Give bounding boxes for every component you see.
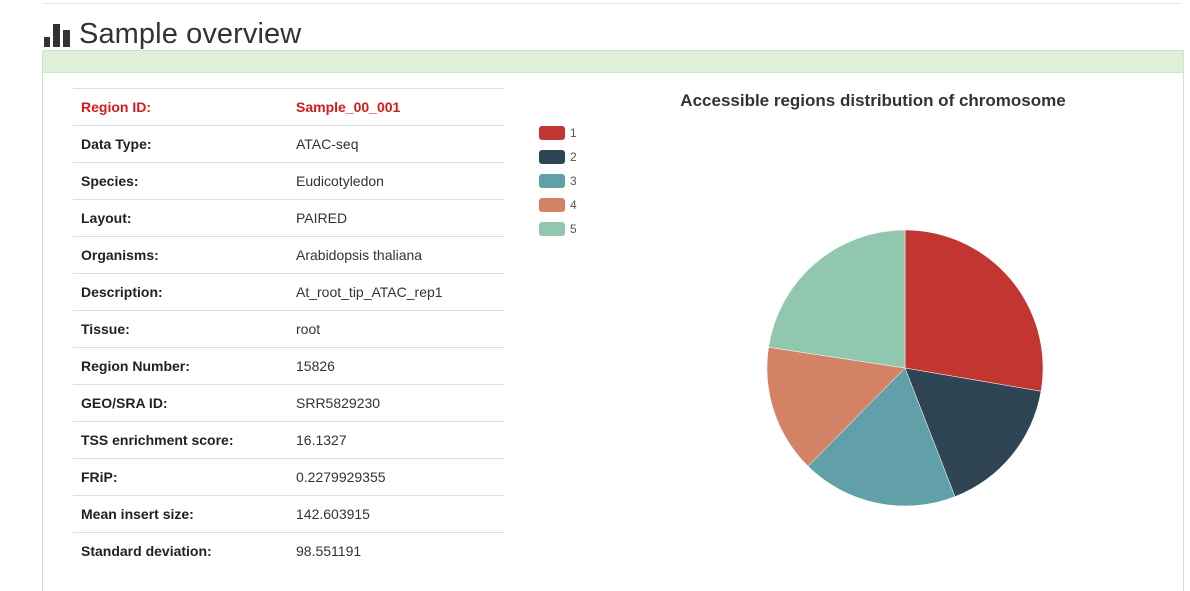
info-label: Standard deviation:	[73, 532, 296, 569]
info-value: ATAC-seq	[296, 125, 504, 163]
info-label: Species:	[73, 162, 296, 200]
info-row: Tissue: root	[73, 310, 504, 348]
page-title: Sample overview	[79, 17, 302, 50]
info-value: At_root_tip_ATAC_rep1	[296, 273, 504, 311]
info-label: Organisms:	[73, 236, 296, 274]
legend-swatch	[539, 174, 565, 188]
info-label: FRiP:	[73, 458, 296, 496]
pie-slice-2[interactable]	[904, 367, 1042, 497]
pie-slice-1[interactable]	[904, 229, 1044, 392]
panel-heading	[43, 51, 1183, 73]
info-label: Description:	[73, 273, 296, 311]
info-value: 16.1327	[296, 421, 504, 459]
info-label: Data Type:	[73, 125, 296, 163]
info-label: TSS enrichment score:	[73, 421, 296, 459]
info-label: GEO/SRA ID:	[73, 384, 296, 422]
legend-label: 1	[570, 126, 577, 140]
legend-swatch	[539, 198, 565, 212]
legend-item[interactable]: 1	[539, 121, 577, 145]
legend-label: 2	[570, 150, 577, 164]
info-row: Description: At_root_tip_ATAC_rep1	[73, 273, 504, 311]
legend-label: 4	[570, 198, 577, 212]
legend-item[interactable]: 5	[539, 217, 577, 241]
info-value: root	[296, 310, 504, 348]
legend-label: 5	[570, 222, 577, 236]
legend-label: 3	[570, 174, 577, 188]
info-label: Layout:	[73, 199, 296, 237]
legend-swatch	[539, 150, 565, 164]
info-value: 15826	[296, 347, 504, 385]
info-row: FRiP: 0.2279929355	[73, 458, 504, 496]
chart-title: Accessible regions distribution of chrom…	[680, 91, 1066, 110]
page-header: Sample overview	[43, 14, 301, 54]
pie-slice-3[interactable]	[807, 367, 956, 507]
legend-item[interactable]: 2	[539, 145, 577, 169]
legend-swatch	[539, 126, 565, 140]
pie-slice-5[interactable]	[768, 229, 906, 369]
info-row: Organisms: Arabidopsis thaliana	[73, 236, 504, 274]
sample-info-table: Region ID: Sample_00_001 Data Type: ATAC-se…	[73, 88, 504, 569]
info-row: TSS enrichment score: 16.1327	[73, 421, 504, 459]
info-label: Tissue:	[73, 310, 296, 348]
info-value: 98.551191	[296, 532, 504, 569]
info-value: 142.603915	[296, 495, 504, 533]
info-row: GEO/SRA ID: SRR5829230	[73, 384, 504, 422]
info-value: 0.2279929355	[296, 458, 504, 496]
info-label: Region ID:	[73, 88, 296, 126]
info-row: Mean insert size: 142.603915	[73, 495, 504, 533]
info-label: Region Number:	[73, 347, 296, 385]
info-value: Sample_00_001	[296, 88, 504, 126]
pie-chart	[766, 229, 1044, 507]
info-value: Arabidopsis thaliana	[296, 236, 504, 274]
chart-legend: 1 2 3 4 5	[539, 121, 577, 241]
pie-slice-4[interactable]	[766, 346, 906, 467]
bar-chart-icon	[44, 24, 70, 47]
top-divider	[42, 3, 1182, 4]
info-row: Standard deviation: 98.551191	[73, 532, 504, 569]
sample-overview-panel: Region ID: Sample_00_001 Data Type: ATAC-se…	[42, 50, 1184, 591]
info-value: Eudicotyledon	[296, 162, 504, 200]
info-row: Region ID: Sample_00_001	[73, 88, 504, 126]
info-row: Species: Eudicotyledon	[73, 162, 504, 200]
info-value: PAIRED	[296, 199, 504, 237]
info-value: SRR5829230	[296, 384, 504, 422]
chromosome-distribution-chart: Accessible regions distribution of chrom…	[533, 88, 1173, 578]
info-row: Layout: PAIRED	[73, 199, 504, 237]
info-label: Mean insert size:	[73, 495, 296, 533]
legend-item[interactable]: 4	[539, 193, 577, 217]
legend-item[interactable]: 3	[539, 169, 577, 193]
legend-swatch	[539, 222, 565, 236]
info-row: Region Number: 15826	[73, 347, 504, 385]
info-row: Data Type: ATAC-seq	[73, 125, 504, 163]
